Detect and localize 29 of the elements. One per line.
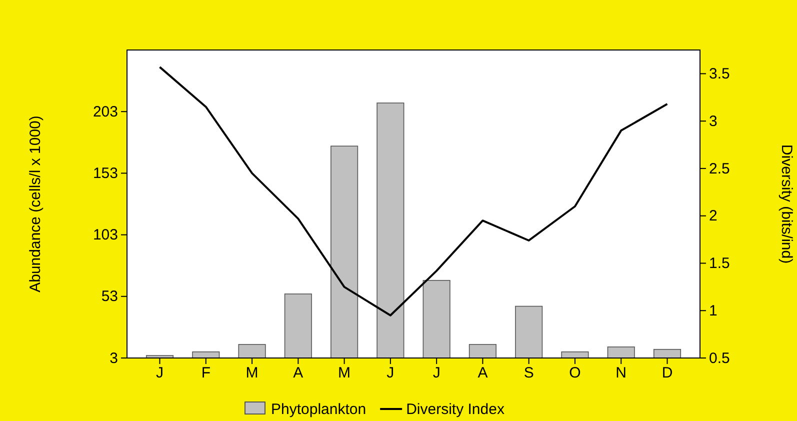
x-tick-label: F [201,364,210,382]
x-tick-label: M [246,364,258,382]
y2-tick-label: 2 [709,208,718,225]
y2-tick-label: 3 [709,112,718,130]
y-tick-label: 3 [110,350,118,367]
y-axis-title: Abundance (cells/l x 1000) [27,116,44,292]
x-tick-label: J [156,364,164,382]
x-tick-label: A [478,364,488,382]
x-tick-label: O [569,364,581,382]
x-tick-label: N [616,364,627,382]
y2-tick-label: 1.5 [709,255,730,272]
y-tick-label: 103 [92,226,118,244]
y-tick-label: 203 [92,103,118,120]
y-tick-label: 53 [101,288,118,306]
x-tick-label: D [662,364,673,382]
legend-label: Phytoplankton [271,401,366,418]
x-tick-label: J [432,364,440,382]
line-series [158,66,668,316]
y2-tick-label: 1 [709,302,718,320]
x-tick-label: M [338,364,351,382]
x-tick-label: S [524,364,534,382]
legend-label: Diversity Index [406,401,505,418]
x-tick-label: J [386,364,394,382]
y2-axis-title: Diversity (bits/ind) [778,144,795,264]
y2-tick-label: 3.5 [709,65,730,82]
y-tick-label: 153 [92,165,118,182]
y2-tick-label: 2.5 [709,160,730,178]
x-tick-label: A [293,364,304,382]
y2-tick-label: 0.5 [709,350,730,367]
